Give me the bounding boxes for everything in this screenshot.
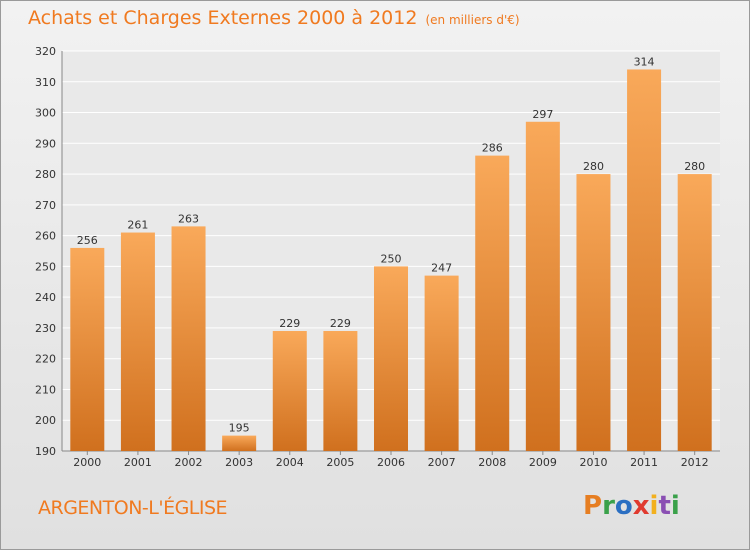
y-tick-label-310: 310 (35, 76, 56, 89)
data-label-2005: 229 (330, 317, 351, 330)
bar-2011 (627, 69, 662, 451)
y-tick-label-290: 290 (35, 137, 56, 150)
data-label-2010: 280 (583, 160, 604, 173)
bar-2004 (272, 331, 307, 451)
data-label-2001: 261 (127, 219, 148, 232)
y-tick-label-250: 250 (35, 260, 56, 273)
data-label-2003: 195 (229, 422, 250, 435)
y-tick-label-210: 210 (35, 383, 56, 396)
data-label-2011: 314 (634, 55, 655, 68)
x-tick-label-2008: 2008 (478, 456, 506, 469)
data-label-2008: 286 (482, 142, 503, 155)
y-tick-label-300: 300 (35, 107, 56, 120)
logo-letter: P (583, 491, 603, 521)
bar-2007 (424, 275, 459, 451)
x-tick-label-2003: 2003 (225, 456, 253, 469)
x-tick-label-2012: 2012 (681, 456, 709, 469)
y-tick-label-190: 190 (35, 445, 56, 458)
bar-2012 (677, 174, 712, 452)
data-label-2012: 280 (684, 160, 705, 173)
data-label-2007: 247 (431, 262, 452, 275)
y-tick-label-320: 320 (35, 45, 56, 58)
x-tick-label-2005: 2005 (326, 456, 354, 469)
logo-letter: i (670, 491, 680, 521)
chart-title: Achats et Charges Externes 2000 à 2012 (e… (28, 7, 520, 29)
x-tick-label-2001: 2001 (124, 456, 152, 469)
logo-letter: o (614, 491, 633, 521)
x-tick-label-2009: 2009 (529, 456, 557, 469)
chart-title-text: Achats et Charges Externes 2000 à 2012 (28, 7, 418, 29)
logo-letter: x (632, 491, 650, 521)
data-label-2009: 297 (532, 108, 553, 121)
commune-name: ARGENTON-L'ÉGLISE (38, 497, 228, 519)
bar-2006 (374, 266, 408, 451)
bar-2000 (70, 247, 105, 451)
bar-2001 (120, 232, 155, 451)
proxiti-logo[interactable]: Proxiti (583, 491, 680, 521)
data-label-2002: 263 (178, 212, 199, 225)
bar-2008 (475, 155, 510, 451)
logo-letter: r (602, 491, 615, 521)
x-tick-label-2000: 2000 (73, 456, 101, 469)
y-tick-label-200: 200 (35, 414, 56, 427)
data-label-2000: 256 (77, 234, 98, 247)
y-tick-label-270: 270 (35, 199, 56, 212)
x-tick-label-2006: 2006 (377, 456, 405, 469)
data-label-2006: 250 (381, 252, 402, 265)
plot-area: 190 200 210 220 230 240 250 260 270 280 290 300 310 3… (35, 45, 720, 469)
x-tick-label-2002: 2002 (175, 456, 203, 469)
bar-2009 (525, 121, 560, 452)
logo-letter: t (658, 491, 671, 521)
y-tick-label-230: 230 (35, 322, 56, 335)
data-label-2004: 229 (279, 317, 300, 330)
x-tick-label-2010: 2010 (579, 456, 607, 469)
bar-2003 (222, 435, 257, 451)
logo-letter: i (649, 491, 659, 521)
x-tick-label-2004: 2004 (276, 456, 304, 469)
bar-2010 (576, 174, 611, 452)
bar-2005 (323, 331, 358, 451)
y-tick-label-280: 280 (35, 168, 56, 181)
chart-subtitle: (en milliers d'€) (425, 13, 520, 27)
y-tick-label-260: 260 (35, 230, 56, 243)
y-tick-label-220: 220 (35, 353, 56, 366)
bar-2002 (171, 226, 206, 451)
x-tick-label-2011: 2011 (630, 456, 658, 469)
x-tick-label-2007: 2007 (428, 456, 456, 469)
y-tick-label-240: 240 (35, 291, 56, 304)
